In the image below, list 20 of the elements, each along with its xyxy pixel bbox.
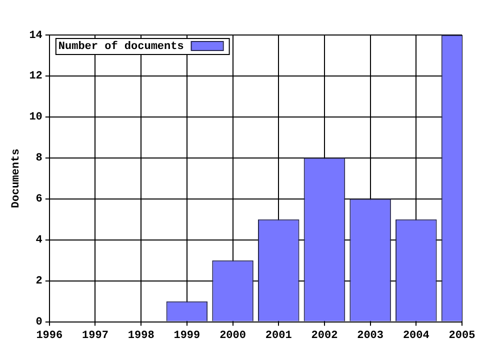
x-tick-label: 1998 — [128, 330, 155, 342]
y-tick-label: 0 — [36, 316, 42, 329]
y-tick-label: 2 — [36, 276, 42, 288]
x-tick-label: 1996 — [36, 330, 63, 342]
y-tick-label: 12 — [29, 70, 42, 83]
y-tick-label: 10 — [29, 112, 42, 124]
x-tick-label: 2000 — [220, 330, 246, 342]
y-tick-label: 6 — [36, 194, 42, 206]
y-axis-title: Documents — [10, 148, 22, 208]
x-tick-label: 2003 — [357, 330, 384, 342]
x-tick-label: 2004 — [402, 330, 430, 342]
x-tick-label: 1999 — [174, 330, 200, 342]
y-tick-label: 14 — [29, 30, 43, 42]
x-tick-label: 2001 — [265, 330, 292, 342]
x-tick-label: 1997 — [82, 330, 108, 342]
y-tick-label: 4 — [36, 234, 43, 247]
y-tick-label: 8 — [36, 152, 43, 165]
x-tick-label: 2005 — [448, 330, 476, 342]
legend-label: Number of documents — [58, 40, 184, 53]
x-tick-label: 2002 — [311, 330, 338, 342]
